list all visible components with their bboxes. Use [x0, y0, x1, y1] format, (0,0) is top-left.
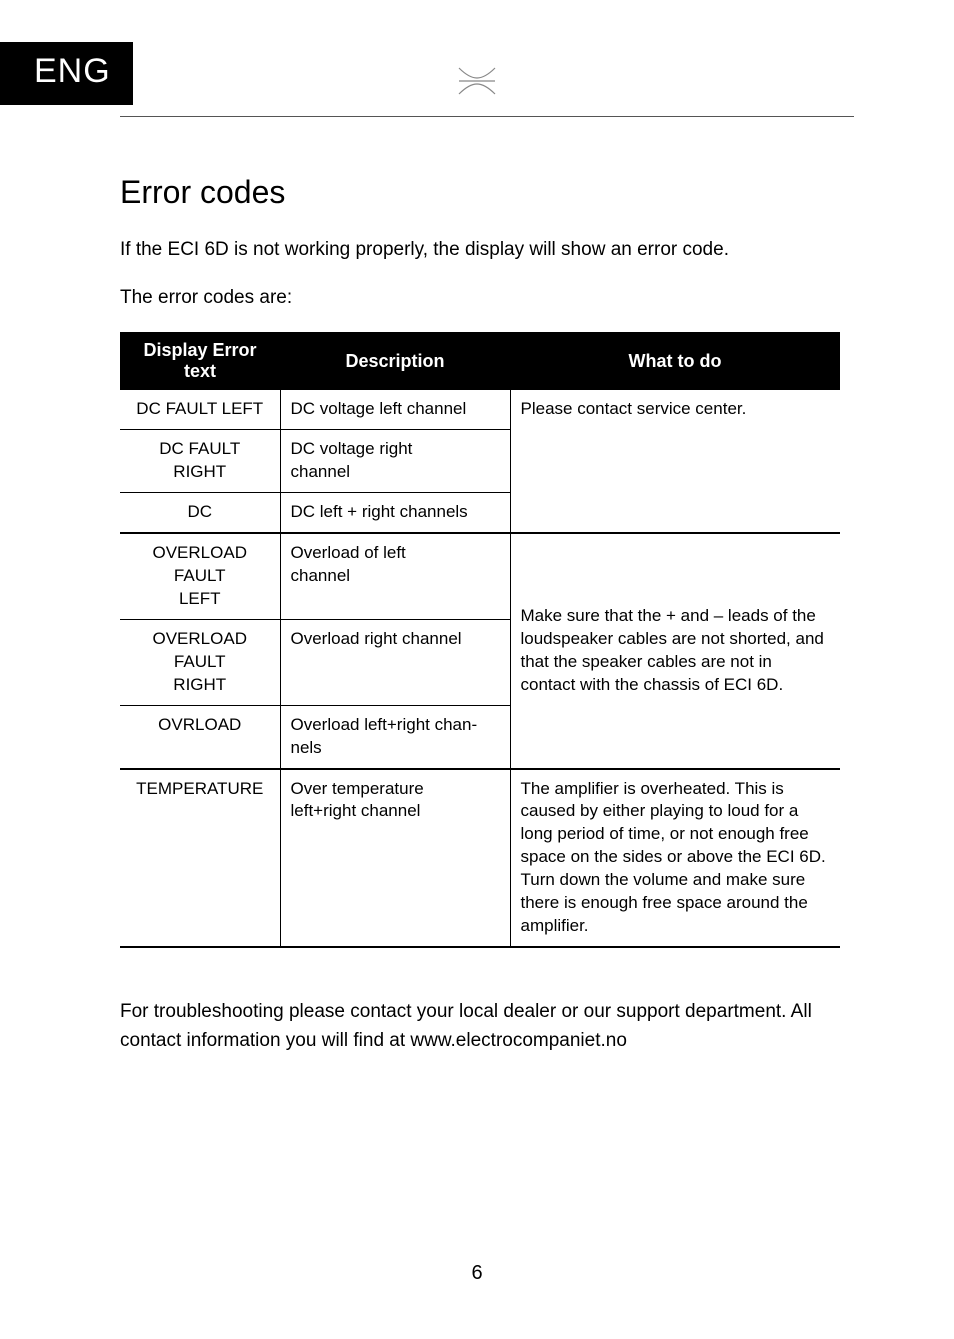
table-row: DC FAULT LEFT DC voltage left channel Pl… — [120, 390, 840, 429]
cell-error: OVERLOADFAULTRIGHT — [120, 619, 280, 705]
cell-error: DC FAULT LEFT — [120, 390, 280, 429]
footer-paragraph: For troubleshooting please contact your … — [120, 998, 840, 1055]
main-content: Error codes If the ECI 6D is not working… — [120, 174, 840, 1055]
page-number: 6 — [0, 1262, 954, 1285]
cell-error: DC — [120, 493, 280, 533]
logo-icon — [455, 64, 499, 103]
table-header-description: Description — [280, 332, 510, 390]
table-header-what-to-do: What to do — [510, 332, 840, 390]
table-row: TEMPERATURE Over temperatureleft+right c… — [120, 769, 840, 948]
intro-line-1: If the ECI 6D is not working properly, t… — [120, 237, 840, 263]
table-header-error: Display Errortext — [120, 332, 280, 390]
cell-description: DC voltage rightchannel — [280, 430, 510, 493]
cell-description: Overload left+right chan-nels — [280, 705, 510, 768]
cell-error: TEMPERATURE — [120, 769, 280, 948]
error-codes-table: Display Errortext Description What to do… — [120, 332, 840, 948]
cell-description: Overload of leftchannel — [280, 533, 510, 619]
cell-error: OVERLOADFAULTLEFT — [120, 533, 280, 619]
cell-error: OVRLOAD — [120, 705, 280, 768]
cell-description: Over temperatureleft+right channel — [280, 769, 510, 948]
header-divider — [120, 116, 854, 117]
cell-what-to-do: Make sure that the + and – leads of the … — [510, 533, 840, 769]
language-tab: ENG — [0, 42, 133, 105]
cell-description: DC left + right channels — [280, 493, 510, 533]
cell-error: DC FAULTRIGHT — [120, 430, 280, 493]
cell-description: Overload right channel — [280, 619, 510, 705]
intro-line-2: The error codes are: — [120, 285, 840, 311]
page-title: Error codes — [120, 174, 840, 211]
cell-what-to-do: Please contact service center. — [510, 390, 840, 533]
table-row: OVERLOADFAULTLEFT Overload of leftchanne… — [120, 533, 840, 619]
cell-what-to-do: The amplifier is overheated. This is cau… — [510, 769, 840, 948]
cell-description: DC voltage left channel — [280, 390, 510, 429]
